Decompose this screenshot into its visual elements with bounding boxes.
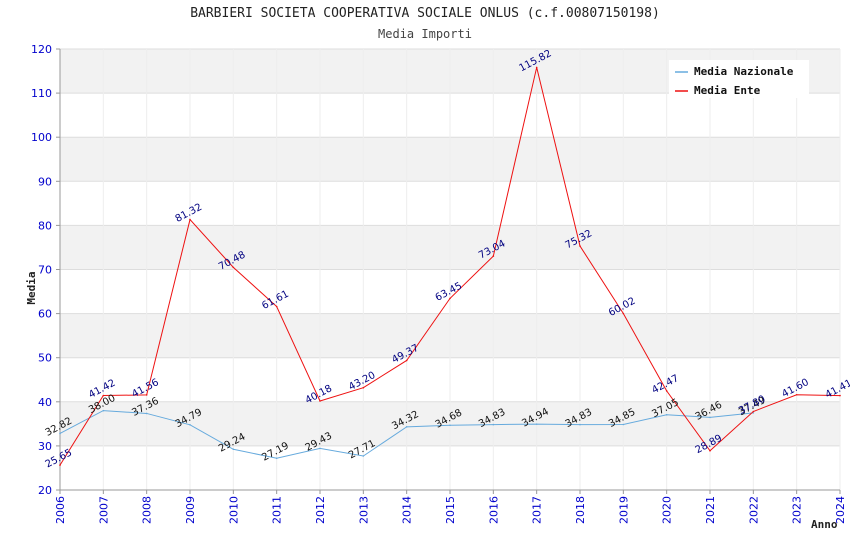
data-point <box>795 393 798 396</box>
x-tick-label: 2018 <box>574 496 587 524</box>
y-tick-label: 100 <box>31 131 52 144</box>
x-tick-label: 2016 <box>487 496 500 524</box>
data-point <box>319 400 321 402</box>
y-tick-label: 20 <box>38 484 52 497</box>
data-point <box>752 410 755 413</box>
y-tick-label: 40 <box>38 396 52 409</box>
data-point <box>492 255 495 257</box>
data-point <box>622 312 625 315</box>
y-tick-label: 90 <box>38 175 52 188</box>
data-point <box>189 423 191 426</box>
x-tick-label: 2019 <box>617 496 630 524</box>
y-tick-label: 70 <box>38 264 52 277</box>
x-tick-label: 2009 <box>184 496 197 524</box>
data-point <box>535 423 538 425</box>
legend-label-media-ente: Media Ente <box>694 84 761 97</box>
data-point <box>709 449 711 452</box>
x-tick-label: 2010 <box>227 496 240 524</box>
data-point <box>59 464 61 466</box>
data-point <box>622 423 625 426</box>
data-point <box>362 455 365 457</box>
data-point <box>449 424 451 427</box>
data-label: 43.20 <box>347 370 377 393</box>
x-tick-label: 2022 <box>747 496 760 524</box>
data-point <box>102 409 105 412</box>
x-tick-label: 2008 <box>141 496 154 524</box>
data-point <box>709 416 711 419</box>
data-point <box>232 448 235 451</box>
data-point <box>275 457 278 460</box>
x-tick-label: 2011 <box>271 496 284 524</box>
data-point <box>275 305 278 308</box>
data-point <box>145 394 148 396</box>
data-label: 41.60 <box>780 377 810 400</box>
data-point <box>145 412 148 415</box>
x-axis-ticks: 2006 2007 2008 2009 2010 2011 2012 2013 2014 2015… <box>54 490 847 524</box>
data-point <box>535 66 538 69</box>
x-tick-label: 2006 <box>54 496 67 524</box>
data-point <box>405 359 408 362</box>
x-tick-label: 2012 <box>314 496 327 524</box>
x-tick-label: 2017 <box>531 496 544 524</box>
y-tick-label: 120 <box>31 43 52 56</box>
x-tick-label: 2013 <box>357 496 370 524</box>
legend: Media Nazionale Media Ente <box>669 60 809 98</box>
y-axis-ticks: 20 30 40 50 60 70 80 90 100 110 120 <box>31 43 60 497</box>
x-tick-label: 2015 <box>444 496 457 524</box>
data-label: 41.41 <box>824 378 850 401</box>
data-label: 42.47 <box>650 373 680 396</box>
x-tick-label: 2020 <box>661 496 674 524</box>
data-point <box>362 386 365 389</box>
data-point <box>665 390 668 392</box>
y-tick-label: 30 <box>38 440 52 453</box>
data-point <box>189 218 191 221</box>
data-point <box>232 266 235 269</box>
data-point <box>59 432 61 435</box>
data-point <box>405 426 408 428</box>
chart-title: BARBIERI SOCIETA COOPERATIVA SOCIALE ONL… <box>190 6 660 21</box>
grid-lines <box>59 48 841 491</box>
data-label: 61.61 <box>260 289 290 312</box>
chart-subtitle: Media Importi <box>378 27 472 41</box>
y-tick-label: 80 <box>38 219 52 232</box>
x-axis-title: Anno <box>811 518 838 531</box>
x-tick-label: 2023 <box>791 496 804 524</box>
data-point <box>665 414 668 416</box>
x-tick-label: 2014 <box>401 496 414 524</box>
x-tick-label: 2021 <box>704 496 717 524</box>
x-tick-label: 2024 <box>834 496 847 524</box>
data-point <box>492 423 495 426</box>
y-tick-label: 60 <box>38 308 52 321</box>
y-axis-title: Media <box>25 271 38 304</box>
data-point <box>449 297 451 300</box>
legend-label-media-nazionale: Media Nazionale <box>694 65 794 78</box>
series-lines <box>59 66 841 466</box>
data-point <box>839 394 841 397</box>
data-label: 81.32 <box>174 202 204 225</box>
data-point <box>102 394 105 397</box>
data-point <box>579 245 581 247</box>
y-tick-label: 110 <box>31 87 52 100</box>
data-point <box>579 423 581 426</box>
legend-box <box>669 60 809 98</box>
x-tick-label: 2007 <box>97 496 110 524</box>
y-tick-label: 50 <box>38 352 52 365</box>
data-point <box>319 447 321 450</box>
